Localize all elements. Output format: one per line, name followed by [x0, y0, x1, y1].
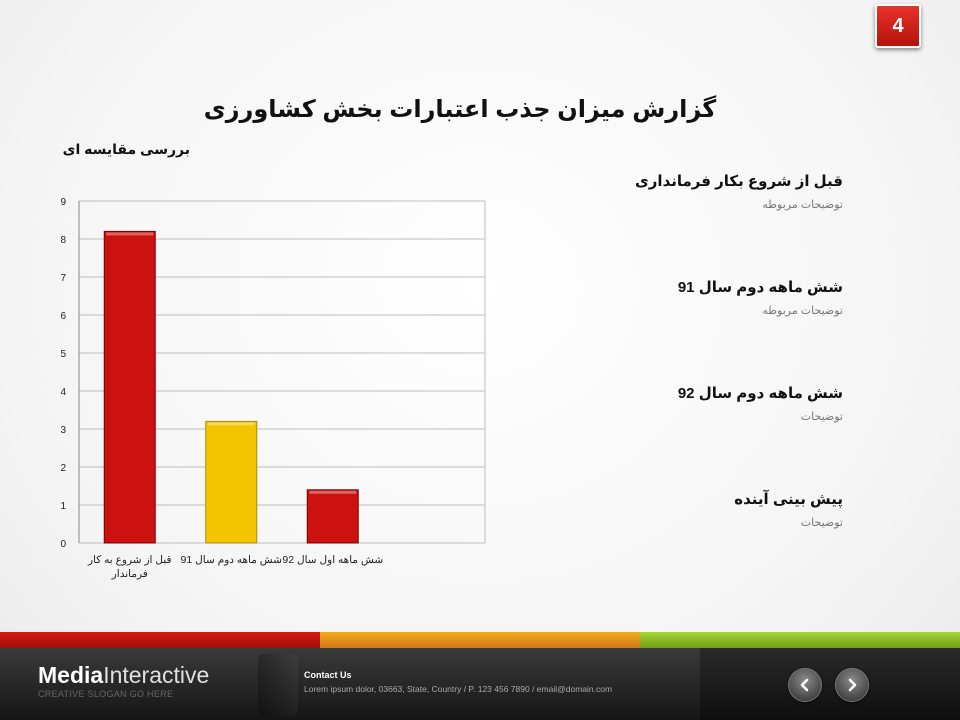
- x-tick-label: شش ماهه دوم سال 91: [181, 554, 283, 566]
- legend-item-title: پیش بینی آینده: [734, 491, 843, 508]
- page-title: گزارش میزان جذب اعتبارات بخش کشاورزی: [203, 96, 717, 123]
- y-tick-label: 4: [60, 387, 66, 398]
- chart-subtitle: بررسی مقایسه ای: [62, 141, 190, 157]
- y-tick-label: 0: [60, 539, 66, 550]
- contact-title: Contact Us: [304, 670, 352, 680]
- x-tick-label: فرماندار: [111, 568, 148, 580]
- y-tick-label: 6: [60, 311, 66, 322]
- y-tick-label: 3: [60, 425, 66, 436]
- stripe-orange: [320, 632, 640, 648]
- color-stripe: [0, 632, 960, 648]
- legend-item-title: شش ماهه دوم سال 91: [677, 279, 843, 296]
- prev-slide-button[interactable]: [788, 668, 822, 702]
- brand-bold: Media: [38, 662, 104, 688]
- legend-item-desc: توضیحات مربوطه: [762, 199, 843, 211]
- stripe-green: [640, 632, 960, 648]
- footer-divider: [258, 654, 298, 716]
- x-tick-label: قبل از شروع به کار: [87, 554, 172, 566]
- bar-highlight: [106, 232, 154, 236]
- x-tick-label: شش ماهه اول سال 92: [282, 554, 383, 566]
- chevron-left-icon: [800, 678, 809, 692]
- bar-highlight: [207, 422, 255, 426]
- y-tick-label: 5: [60, 349, 66, 360]
- y-tick-label: 1: [60, 501, 66, 512]
- next-slide-button[interactable]: [835, 668, 869, 702]
- legend-item-desc: توضیحات: [800, 411, 843, 423]
- y-tick-label: 2: [60, 463, 66, 474]
- page-number-badge: 4: [875, 4, 921, 48]
- bar: [103, 230, 156, 544]
- footer: MediaInteractive CREATIVE SLOGAN GO HERE…: [0, 648, 960, 720]
- legend-item: قبل از شروع بکار فرمانداری توضیحات مربوط…: [560, 172, 843, 211]
- legend-item-title: قبل از شروع بکار فرمانداری: [635, 173, 843, 190]
- legend-item-desc: توضیحات: [800, 517, 843, 529]
- chevron-right-icon: [848, 678, 857, 692]
- brand-slogan: CREATIVE SLOGAN GO HERE: [38, 689, 174, 699]
- legend-item: پیش بینی آینده توضیحات: [560, 490, 843, 529]
- stripe-red: [0, 632, 320, 648]
- bar: [205, 420, 258, 544]
- y-tick-label: 9: [60, 197, 66, 208]
- legend-item-desc: توضیحات مربوطه: [762, 305, 843, 317]
- contact-text: Lorem ipsum dolor, 03663, State, Country…: [304, 684, 613, 694]
- bar-chart: 0 1 2 3 4 5 6 7 8 9 قبل از شروع به کار فرماندار شش م…: [60, 197, 486, 580]
- y-tick-label: 7: [60, 273, 66, 284]
- bar-highlight: [309, 490, 357, 494]
- legend-item-title: شش ماهه دوم سال 92: [677, 385, 843, 402]
- legend-item: شش ماهه دوم سال 92 توضیحات: [560, 384, 843, 423]
- brand-light: Interactive: [103, 662, 210, 688]
- bar: [306, 489, 359, 544]
- y-tick-label: 8: [60, 235, 66, 246]
- brand-logo: MediaInteractive: [38, 662, 209, 689]
- legend-item: شش ماهه دوم سال 91 توضیحات مربوطه: [560, 278, 843, 317]
- nav-area: [700, 648, 960, 720]
